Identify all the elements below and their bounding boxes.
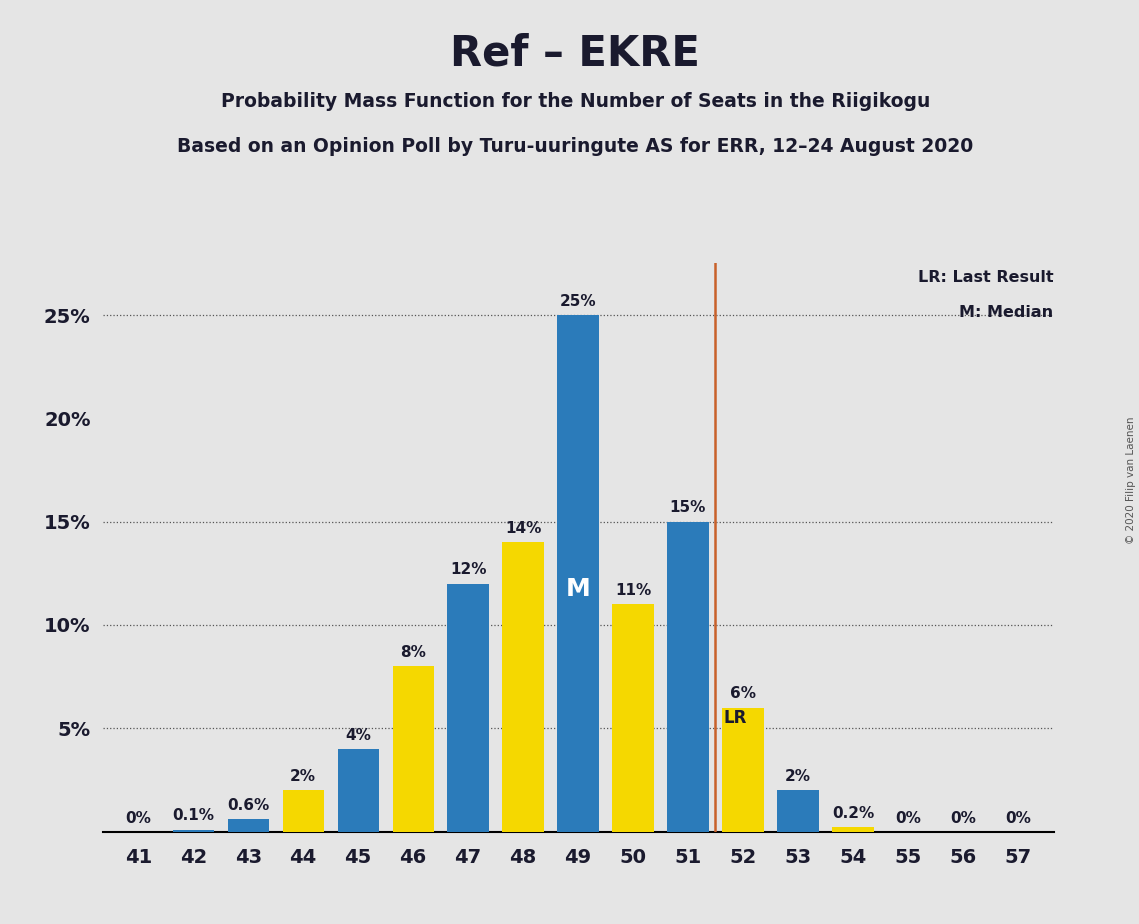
- Text: 2%: 2%: [290, 769, 317, 784]
- Bar: [667, 522, 708, 832]
- Text: © 2020 Filip van Laenen: © 2020 Filip van Laenen: [1126, 417, 1136, 544]
- Text: 4%: 4%: [345, 728, 371, 743]
- Text: Probability Mass Function for the Number of Seats in the Riigikogu: Probability Mass Function for the Number…: [221, 92, 929, 112]
- Text: LR: Last Result: LR: Last Result: [918, 270, 1054, 285]
- Text: M: M: [566, 577, 590, 601]
- Text: 14%: 14%: [505, 521, 541, 536]
- Text: 0%: 0%: [895, 811, 920, 826]
- Text: Based on an Opinion Poll by Turu-uuringute AS for ERR, 12–24 August 2020: Based on an Opinion Poll by Turu-uuringu…: [177, 137, 974, 156]
- Bar: [173, 830, 214, 832]
- Bar: [722, 708, 763, 832]
- Bar: [557, 315, 599, 832]
- Text: 6%: 6%: [730, 687, 756, 701]
- Text: 0%: 0%: [125, 811, 151, 826]
- Bar: [393, 666, 434, 832]
- Text: 15%: 15%: [670, 501, 706, 516]
- Text: 0%: 0%: [950, 811, 976, 826]
- Bar: [613, 604, 654, 832]
- Bar: [502, 542, 543, 832]
- Text: LR: LR: [723, 709, 747, 727]
- Text: 2%: 2%: [785, 769, 811, 784]
- Text: 12%: 12%: [450, 563, 486, 578]
- Text: 0.1%: 0.1%: [172, 808, 214, 823]
- Bar: [833, 828, 874, 832]
- Text: 0%: 0%: [1005, 811, 1031, 826]
- Bar: [282, 790, 323, 832]
- Text: M: Median: M: Median: [959, 305, 1054, 320]
- Bar: [448, 584, 489, 832]
- Bar: [337, 749, 379, 832]
- Text: 0.2%: 0.2%: [831, 807, 874, 821]
- Bar: [228, 820, 269, 832]
- Text: 25%: 25%: [559, 294, 597, 309]
- Text: 8%: 8%: [400, 645, 426, 660]
- Text: 11%: 11%: [615, 583, 652, 598]
- Text: 0.6%: 0.6%: [227, 798, 269, 813]
- Text: Ref – EKRE: Ref – EKRE: [450, 32, 700, 74]
- Bar: [777, 790, 819, 832]
